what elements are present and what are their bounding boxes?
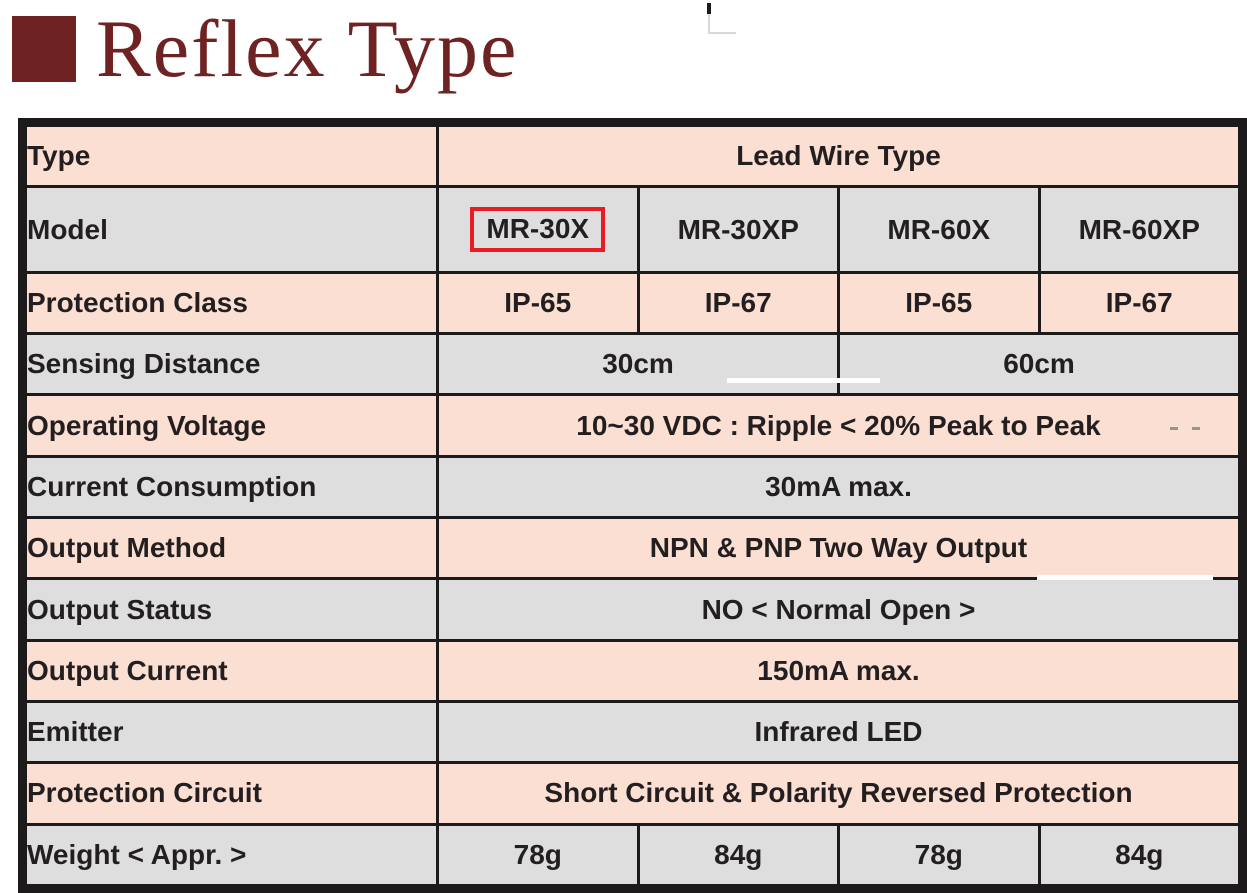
- table-row-operating-voltage: Operating Voltage 10~30 VDC : Ripple < 2…: [24, 393, 1241, 458]
- crop-mark-vline: [708, 14, 710, 34]
- row-label-output-status: Output Status: [24, 577, 439, 642]
- scan-artifact-dash: [1192, 427, 1200, 430]
- table-row-protection-circuit: Protection Circuit Short Circuit & Polar…: [24, 761, 1241, 826]
- table-row-sensing-distance: Sensing Distance 30cm 60cm: [24, 332, 1241, 397]
- cell-current-consumption: 30mA max.: [436, 454, 1241, 520]
- row-label-weight: Weight < Appr. >: [24, 822, 439, 888]
- row-label-protection-circuit: Protection Circuit: [24, 761, 439, 826]
- scan-artifact-dash: [1170, 427, 1178, 430]
- cell-output-status: NO < Normal Open >: [436, 577, 1241, 642]
- table-row-current-consumption: Current Consumption 30mA max.: [24, 454, 1241, 520]
- row-label-output-method: Output Method: [24, 516, 439, 581]
- cell-protection-1: IP-65: [436, 270, 640, 336]
- cell-weight-4: 84g: [1037, 822, 1241, 888]
- cell-protection-circuit: Short Circuit & Polarity Reversed Protec…: [436, 761, 1241, 826]
- row-label-sensing-distance: Sensing Distance: [24, 332, 439, 397]
- cell-protection-2: IP-67: [636, 270, 840, 336]
- spec-table-container: Type Lead Wire Type Model MR-30X MR-30XP…: [18, 118, 1247, 893]
- table-row-weight: Weight < Appr. > 78g 84g 78g 84g: [24, 822, 1241, 888]
- cell-model-mr30x: MR-30X: [436, 185, 640, 274]
- table-row-emitter: Emitter Infrared LED: [24, 699, 1241, 765]
- cell-distance-30cm: 30cm: [436, 332, 840, 397]
- scan-artifact-white-strip: [1037, 575, 1213, 580]
- cell-distance-60cm: 60cm: [837, 332, 1241, 397]
- table-row-output-status: Output Status NO < Normal Open >: [24, 577, 1241, 642]
- scan-artifact-white-strip: [727, 378, 880, 383]
- table-row-model: Model MR-30X MR-30XP MR-60X MR-60XP: [24, 185, 1241, 274]
- cell-lead-wire-type: Lead Wire Type: [436, 123, 1241, 189]
- cell-emitter: Infrared LED: [436, 699, 1241, 765]
- crop-mark-hline: [708, 32, 736, 34]
- highlighted-model-box: MR-30X: [470, 206, 606, 253]
- row-label-model: Model: [24, 185, 439, 274]
- spec-table: Type Lead Wire Type Model MR-30X MR-30XP…: [24, 123, 1241, 888]
- table-row-output-method: Output Method NPN & PNP Two Way Output: [24, 516, 1241, 581]
- cell-weight-3: 78g: [837, 822, 1041, 888]
- cell-weight-1: 78g: [436, 822, 640, 888]
- row-label-output-current: Output Current: [24, 638, 439, 703]
- cell-model-mr60x: MR-60X: [837, 185, 1041, 274]
- cell-protection-3: IP-65: [837, 270, 1041, 336]
- table-row-output-current: Output Current 150mA max.: [24, 638, 1241, 703]
- cell-operating-voltage: 10~30 VDC : Ripple < 20% Peak to Peak: [436, 393, 1241, 458]
- section-bullet-square-icon: [12, 16, 76, 82]
- cell-model-mr30xp: MR-30XP: [636, 185, 840, 274]
- table-row-protection-class: Protection Class IP-65 IP-67 IP-65 IP-67: [24, 270, 1241, 336]
- row-label-protection-class: Protection Class: [24, 270, 439, 336]
- cell-protection-4: IP-67: [1037, 270, 1241, 336]
- crop-mark-icon: [707, 3, 739, 37]
- row-label-current-consumption: Current Consumption: [24, 454, 439, 520]
- cell-weight-2: 84g: [636, 822, 840, 888]
- table-row-type: Type Lead Wire Type: [24, 123, 1241, 189]
- cell-output-current: 150mA max.: [436, 638, 1241, 703]
- cell-output-method: NPN & PNP Two Way Output: [436, 516, 1241, 581]
- cell-model-mr60xp: MR-60XP: [1037, 185, 1241, 274]
- row-label-operating-voltage: Operating Voltage: [24, 393, 439, 458]
- section-header: Reflex Type: [12, 3, 519, 94]
- crop-mark-tick: [707, 3, 711, 14]
- page-title: Reflex Type: [96, 3, 519, 94]
- row-label-type: Type: [24, 123, 439, 189]
- row-label-emitter: Emitter: [24, 699, 439, 765]
